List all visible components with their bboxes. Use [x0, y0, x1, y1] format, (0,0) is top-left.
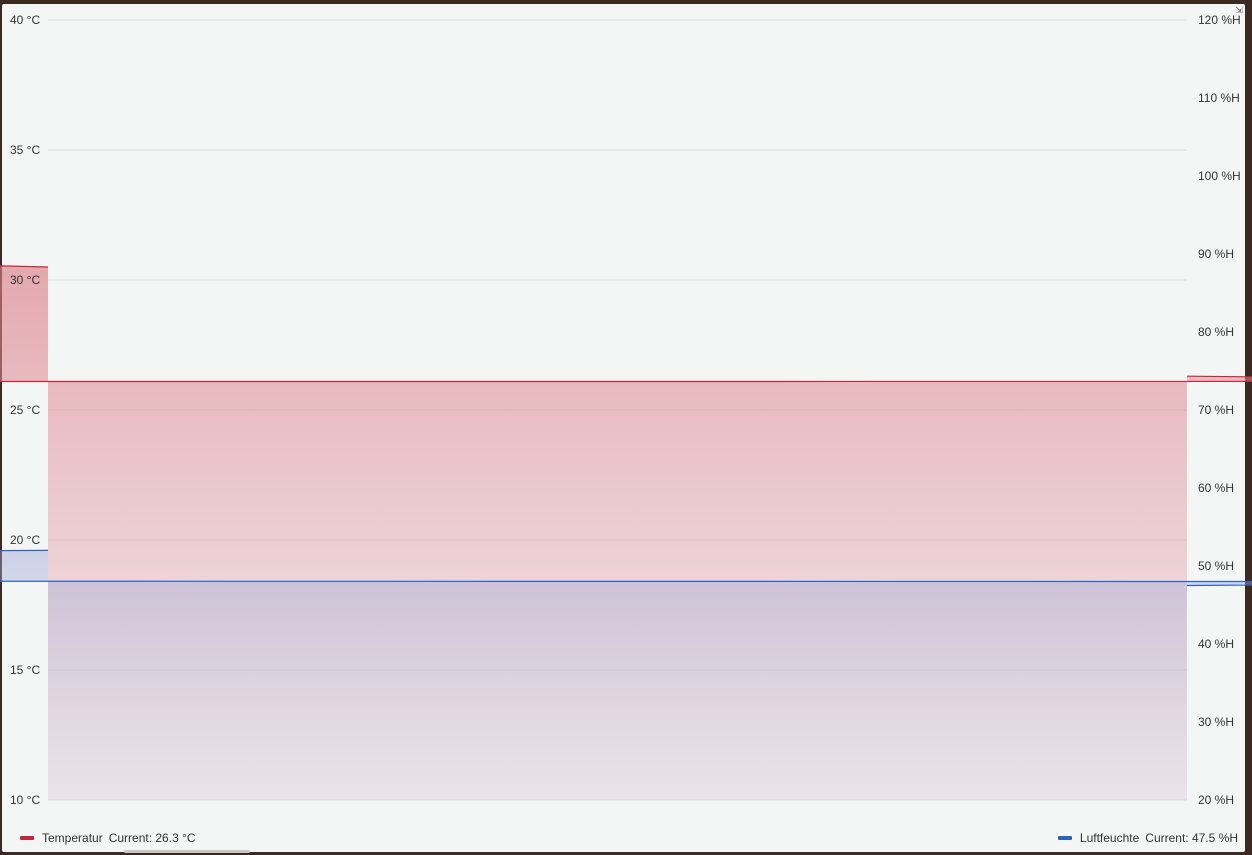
y-left-tick-label: 30 °C — [10, 273, 40, 287]
y-right-tick-label: 80 %H — [1198, 325, 1234, 339]
y-right-tick-label: 90 %H — [1198, 247, 1234, 261]
legend-humidity-swatch — [1057, 836, 1072, 840]
legend-humidity-current: Current: 47.5 %H — [1145, 831, 1238, 845]
y-right-tick-label: 60 %H — [1198, 481, 1234, 495]
axis-tick-labels: 10 °C 15 °C 20 °C 25 °C 30 °C 35 °C 40 °C 20 %H… — [10, 13, 1241, 807]
collapse-icon[interactable]: ⇲ — [1235, 5, 1243, 15]
y-right-tick-label: 30 %H — [1198, 715, 1234, 729]
legend-temperature-swatch — [20, 836, 34, 840]
y-right-tick-label: 100 %H — [1198, 169, 1241, 183]
legend-temperature-current: Current: 26.3 °C — [108, 831, 196, 845]
series-area-humidity — [0, 550, 1252, 800]
series-areas — [0, 265, 1252, 800]
y-left-tick-label: 35 °C — [10, 143, 40, 157]
y-right-tick-label: 20 %H — [1198, 793, 1234, 807]
y-right-tick-label: 70 %H — [1198, 403, 1234, 417]
y-left-tick-label: 25 °C — [10, 403, 40, 417]
y-right-tick-label: 120 %H — [1198, 13, 1241, 27]
y-right-tick-label: 110 %H — [1198, 91, 1240, 105]
legend-temperature-name: Temperatur — [42, 831, 103, 845]
legend-humidity[interactable]: Luftfeuchte Current: 47.5 %H — [1057, 831, 1238, 845]
series-line-temperature — [0, 265, 1252, 383]
y-right-tick-label: 50 %H — [1198, 559, 1234, 573]
y-left-tick-label: 40 °C — [10, 13, 40, 27]
y-right-tick-label: 40 %H — [1198, 637, 1234, 651]
legend-temperature[interactable]: Temperatur Current: 26.3 °C — [20, 831, 196, 845]
scrollbar-thumb[interactable] — [124, 850, 250, 853]
legend-humidity-name: Luftfeuchte — [1079, 831, 1140, 845]
y-left-tick-label: 10 °C — [10, 793, 40, 807]
y-left-tick-label: 15 °C — [10, 663, 40, 677]
y-left-tick-label: 20 °C — [10, 533, 40, 547]
